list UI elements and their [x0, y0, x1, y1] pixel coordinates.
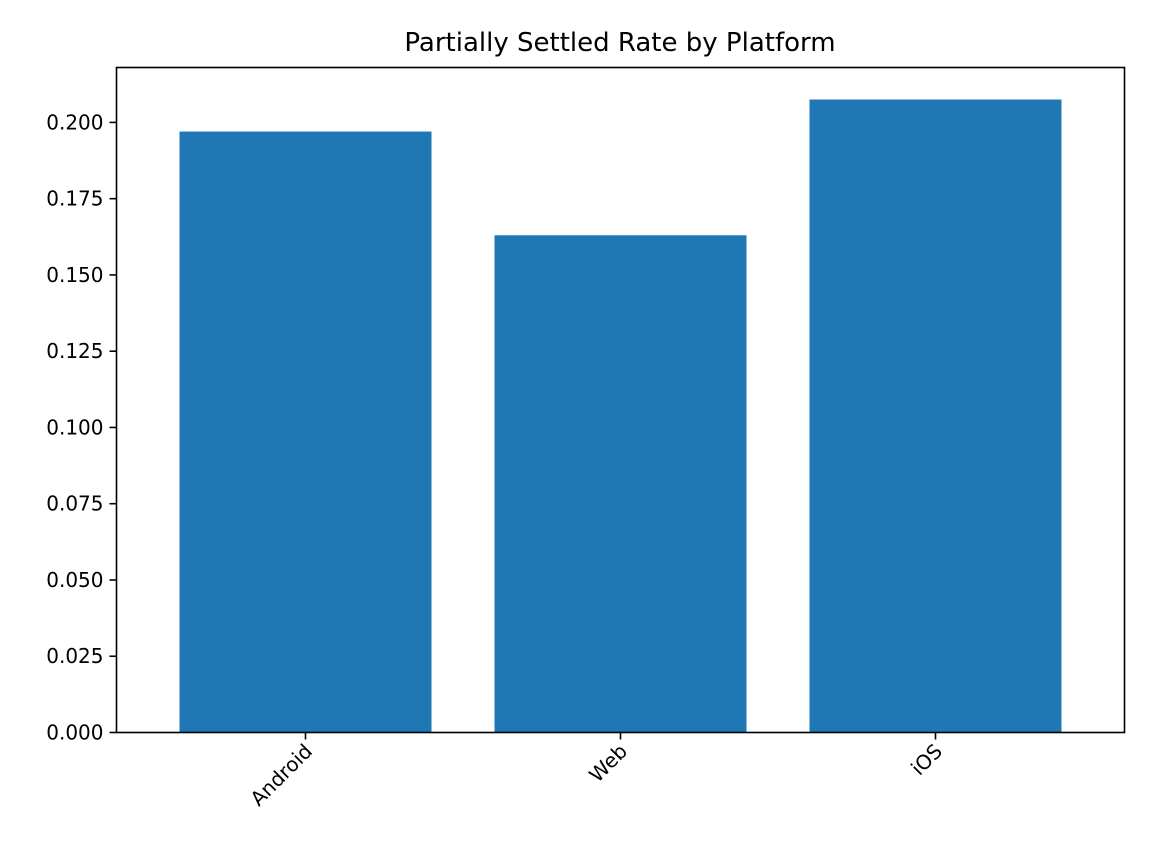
y-tick-label: 0.175	[46, 187, 103, 211]
x-tick-label-web: Web	[584, 739, 632, 787]
bar-android	[179, 131, 432, 733]
y-tick-label: 0.150	[46, 263, 103, 287]
y-tick-label: 0.125	[46, 339, 103, 363]
y-tick-label: 0.100	[46, 415, 103, 439]
x-tick-label-ios: iOS	[906, 739, 947, 780]
y-tick-label: 0.000	[46, 721, 103, 745]
plot-area: 0.000 0.025 0.050 0.075 0.100 0.125 0.150 0.175…	[46, 99, 1062, 811]
y-tick-label: 0.025	[46, 644, 103, 668]
x-tick-label-android: Android	[245, 739, 317, 811]
bar-web	[494, 235, 747, 733]
chart-title: Partially Settled Rate by Platform	[404, 28, 835, 58]
y-tick-label: 0.050	[46, 568, 103, 592]
y-tick-label: 0.075	[46, 492, 103, 516]
y-tick-label: 0.200	[46, 110, 103, 134]
plot-frame	[115, 66, 1126, 734]
bar-ios	[809, 99, 1062, 733]
